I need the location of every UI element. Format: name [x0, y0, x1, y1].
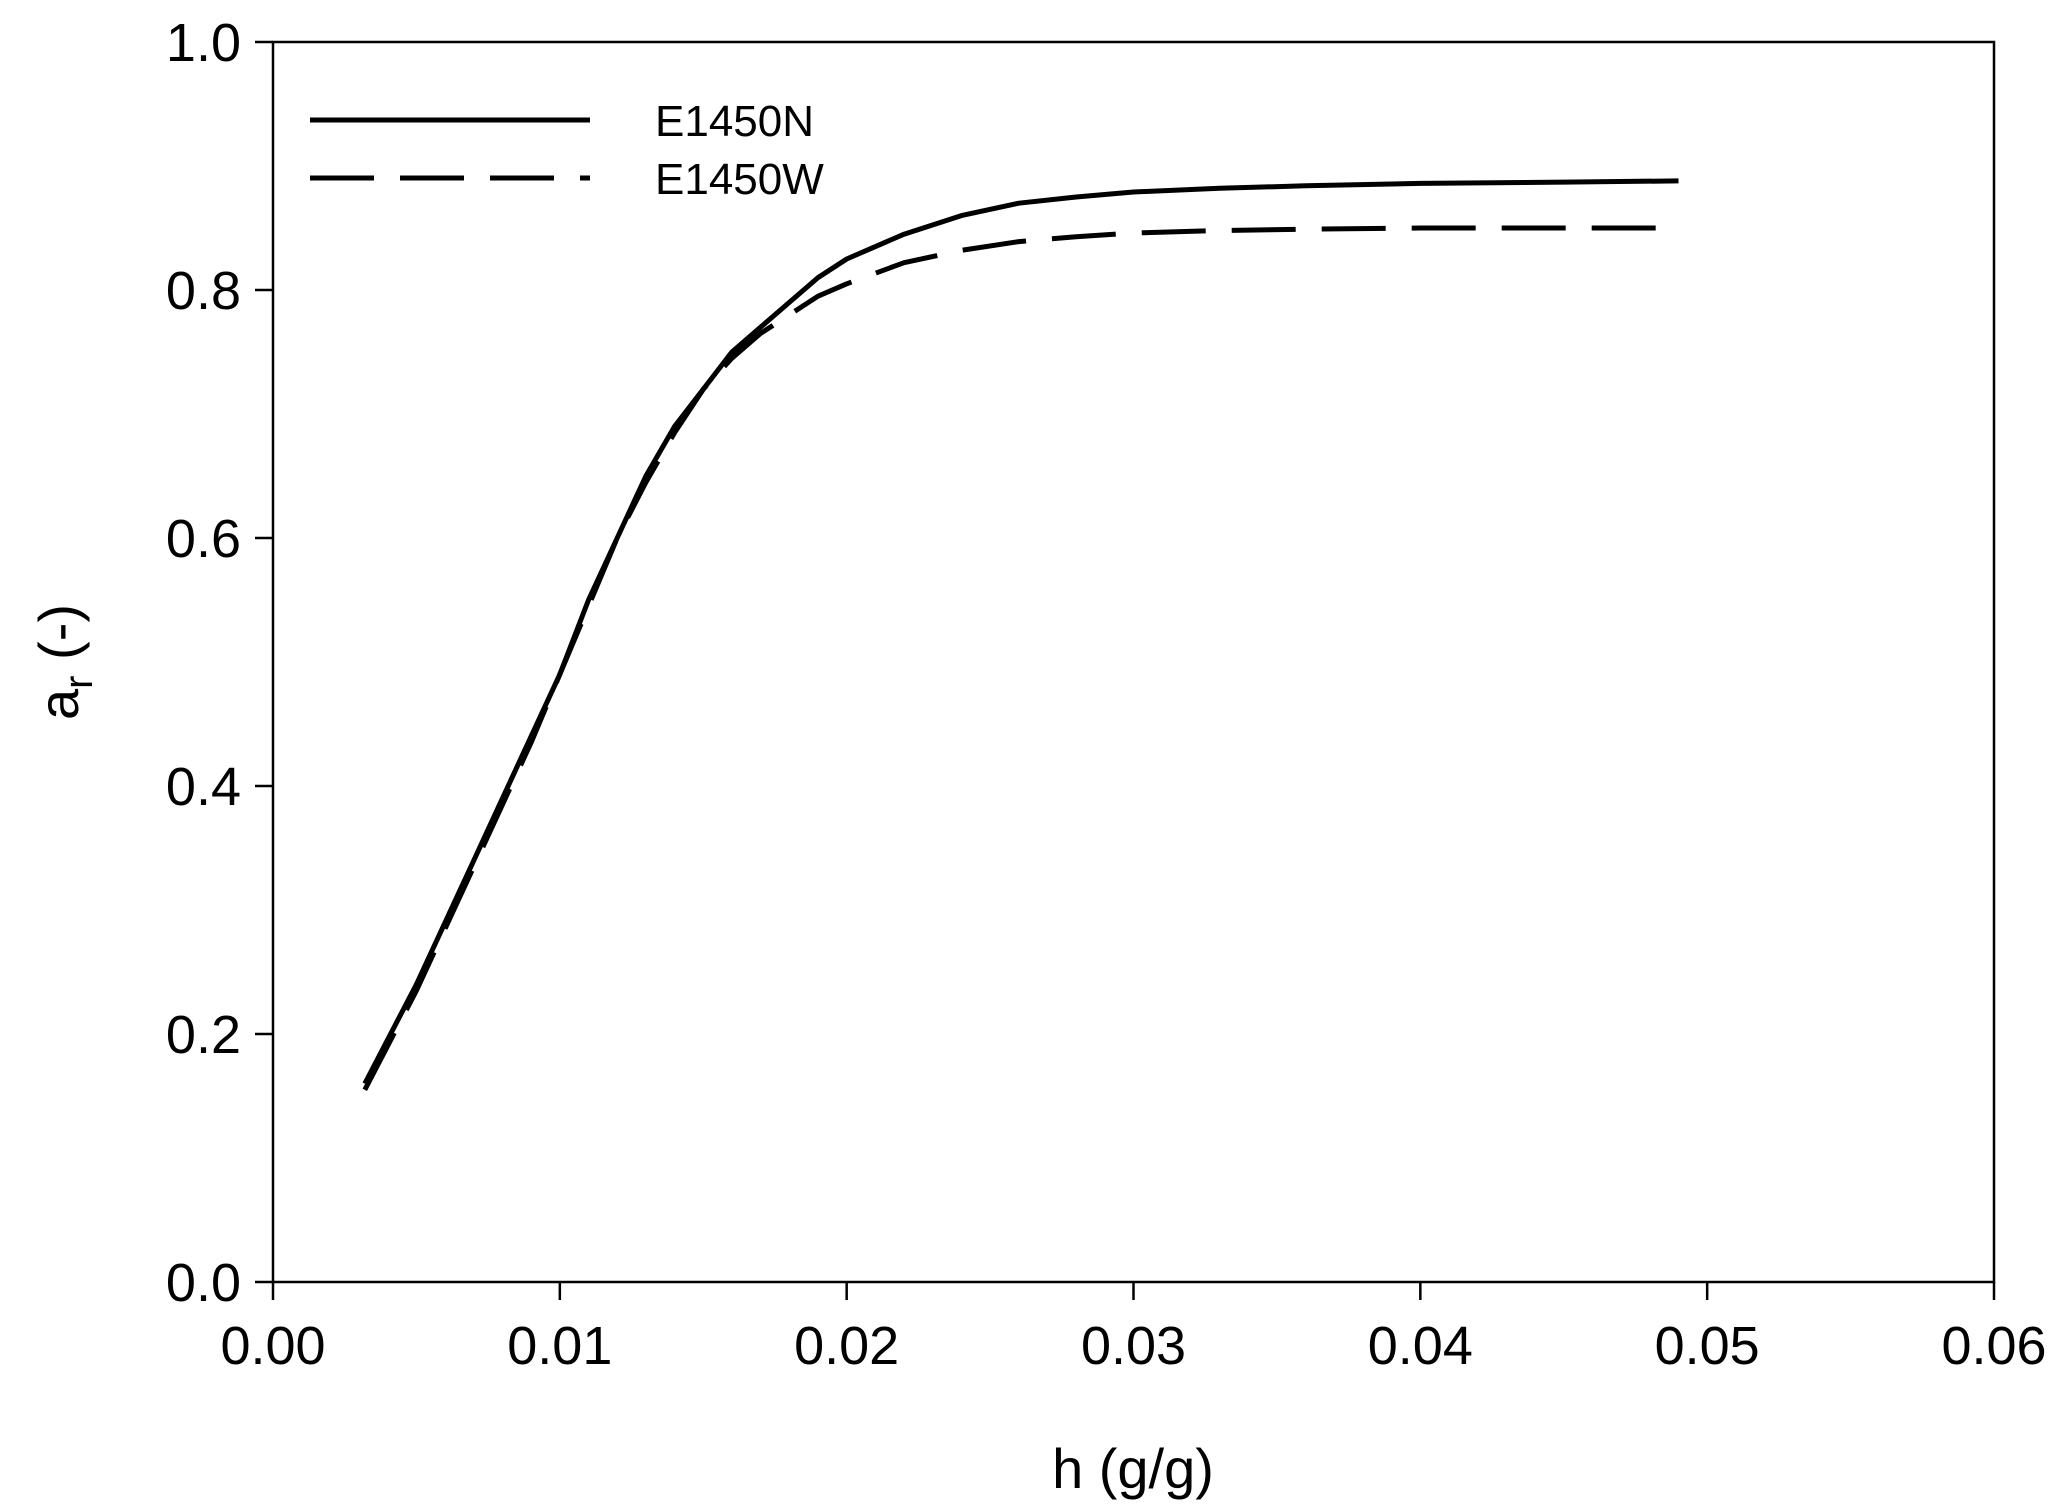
y-axis-title-main: a: [27, 688, 90, 720]
legend-label-e1450n: E1450N: [655, 97, 814, 146]
legend: E1450N E1450W: [310, 97, 824, 204]
series-line-e1450w: [362, 225, 1679, 1091]
series-layer: [362, 178, 1679, 1091]
plot-frame: [271, 40, 1996, 1284]
x-tick-label: 0.02: [794, 1316, 899, 1376]
y-axis-title: ar (-): [27, 604, 101, 720]
legend-label-e1450w: E1450W: [655, 155, 824, 204]
x-tick-label: 0.05: [1655, 1316, 1760, 1376]
y-tick-label: 0.6: [166, 509, 241, 569]
y-tick-label: 0.8: [166, 261, 241, 321]
y-tick-label: 1.0: [166, 13, 241, 73]
y-tick-label: 0.4: [166, 757, 241, 817]
y-tick-label: 0.0: [166, 1253, 241, 1313]
y-axis: 0.0 0.2 0.4 0.6 0.8 1.0: [166, 13, 273, 1313]
x-tick-label: 0.00: [220, 1316, 325, 1376]
x-tick-label: 0.06: [1941, 1316, 2046, 1376]
y-axis-title-subscript: r: [57, 676, 101, 689]
x-axis: 0.00 0.01 0.02 0.03 0.04 0.05 0.06: [220, 1282, 2047, 1376]
x-tick-label: 0.01: [507, 1316, 612, 1376]
x-tick-label: 0.03: [1081, 1316, 1186, 1376]
series-line-e1450n: [362, 178, 1679, 1085]
y-axis-title-suffix: (-): [27, 604, 90, 676]
y-tick-label: 0.2: [166, 1005, 241, 1065]
x-axis-title: h (g/g): [1052, 1437, 1214, 1500]
svg-text:ar (-): ar (-): [27, 604, 101, 720]
x-tick-label: 0.04: [1368, 1316, 1473, 1376]
